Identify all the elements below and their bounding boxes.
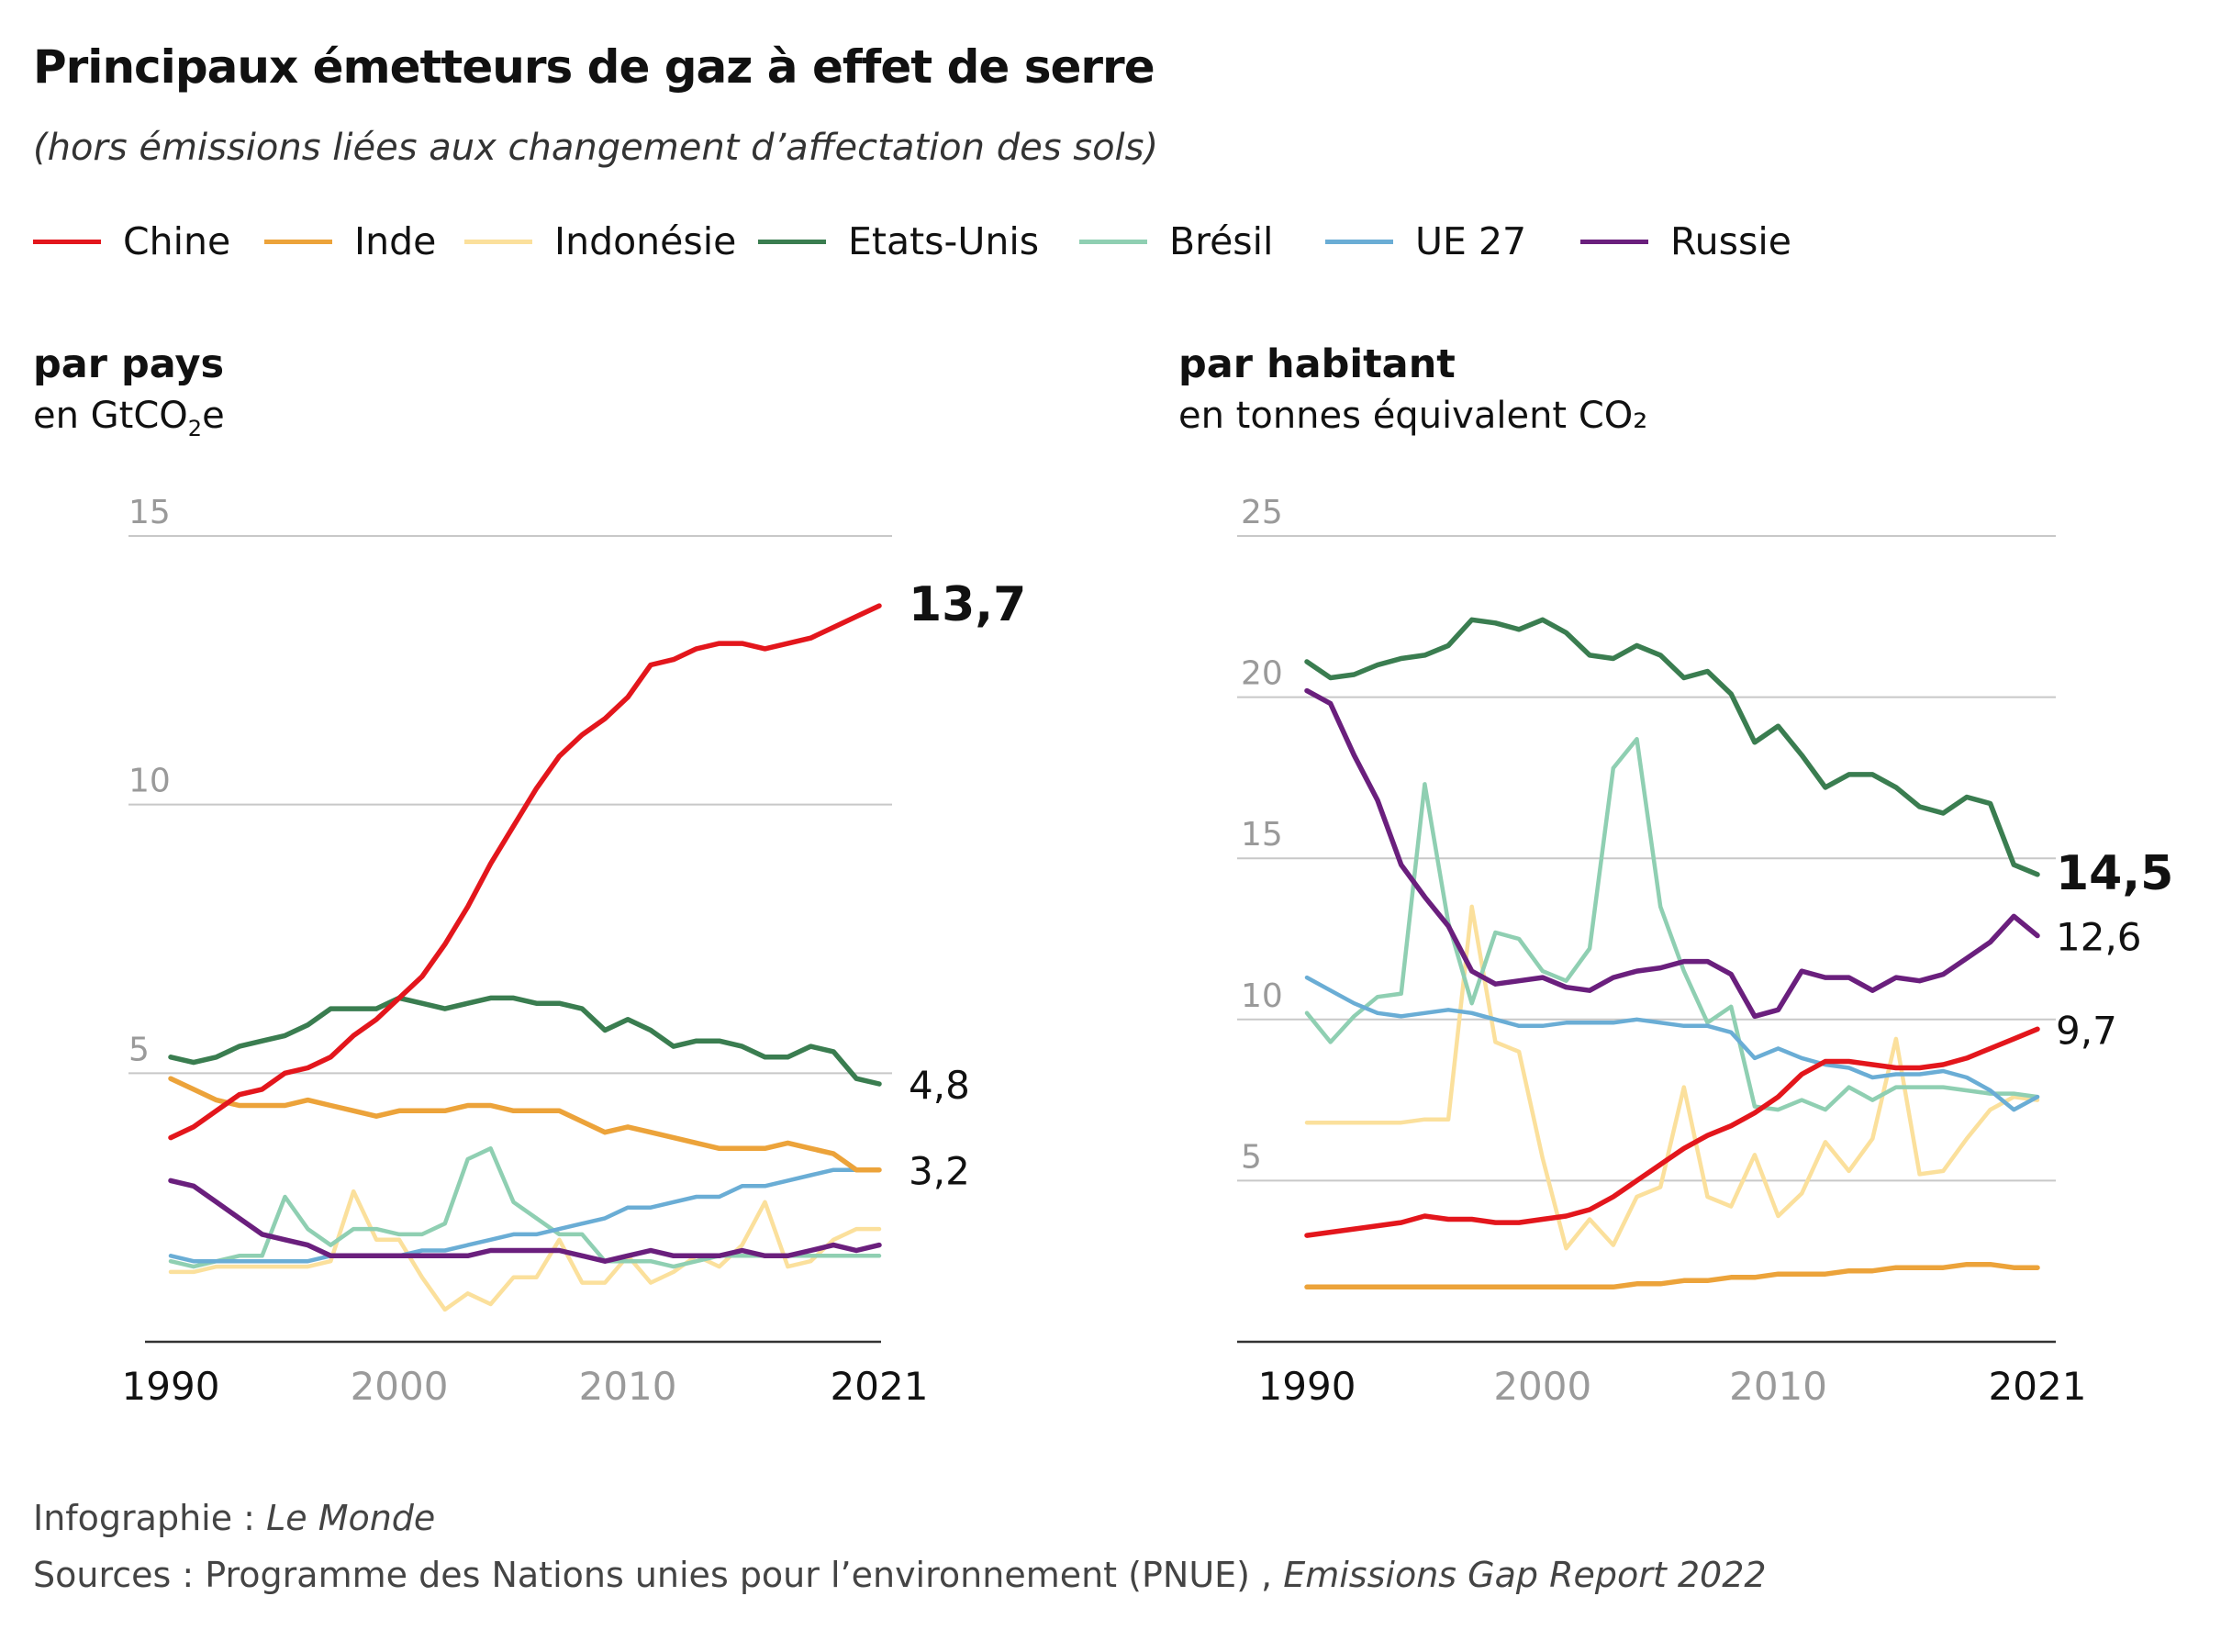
right-end-label: 12,6 [2056, 914, 2142, 959]
legend: Chine Inde Indonésie Etats-Unis Brésil U… [33, 218, 1869, 264]
right-y-tick-label: 25 [1241, 494, 1283, 531]
right-x-tick-label: 2000 [1493, 1364, 1591, 1409]
legend-swatch [758, 239, 826, 244]
left-x-tick-label: 2021 [831, 1364, 929, 1409]
left-series-line-etats-unis [168, 995, 882, 1087]
right-y-tick-label: 5 [1241, 1138, 1262, 1176]
legend-item-indonesie: Indonésie [464, 218, 736, 264]
left-y-tick-label: 15 [128, 494, 171, 531]
left-x-tick-label: 2000 [351, 1364, 449, 1409]
right-y-tick-label: 20 [1241, 655, 1283, 693]
legend-swatch [1580, 239, 1648, 244]
right-x-tick-label: 1990 [1258, 1364, 1356, 1409]
legend-swatch [264, 239, 332, 244]
right-series-line-etats-unis [1304, 617, 2040, 877]
chart-title: Principaux émetteurs de gaz à effet de s… [33, 40, 1155, 94]
right-x-tick-label: 2010 [1729, 1364, 1827, 1409]
legend-swatch [33, 239, 101, 244]
left-series-line-indon-sie [168, 1189, 882, 1312]
legend-item-ue27: UE 27 [1325, 218, 1526, 264]
right-series-line-indon-sie [1304, 904, 2040, 1251]
legend-swatch [1079, 239, 1147, 244]
legend-item-inde: Inde [264, 218, 436, 264]
footer-credit: Infographie : Le Monde [33, 1498, 436, 1538]
right-end-label: 9,7 [2056, 1008, 2117, 1053]
legend-label: Etats-Unis [848, 219, 1040, 263]
left-series-line-chine [168, 603, 882, 1141]
right-series-line-br-sil [1304, 737, 2040, 1112]
left-y-tick-label: 10 [128, 763, 171, 800]
right-series-line-chine [1304, 1026, 2040, 1238]
legend-label: Chine [123, 219, 231, 263]
left-panel-title: par pays [33, 341, 225, 387]
legend-label: Inde [354, 219, 437, 263]
right-series-line-russie [1304, 687, 2040, 1020]
right-series-line-inde [1304, 1261, 2040, 1290]
right-end-label: 14,5 [2056, 846, 2173, 901]
legend-item-bresil: Brésil [1079, 218, 1273, 264]
legend-label: Indonésie [554, 219, 737, 263]
left-series-line-inde [168, 1076, 882, 1173]
left-panel-unit: en GtCO2e [33, 395, 225, 441]
left-end-label: 13,7 [909, 577, 1026, 632]
right-y-tick-label: 10 [1241, 977, 1283, 1015]
left-series-line-russie [168, 1178, 882, 1264]
left-y-tick-label: 5 [128, 1031, 150, 1068]
legend-item-chine: Chine [33, 218, 230, 264]
legend-swatch [464, 239, 532, 244]
left-end-label: 3,2 [909, 1149, 970, 1194]
right-x-tick-label: 2021 [1989, 1364, 2087, 1409]
left-x-tick-label: 2010 [579, 1364, 677, 1409]
legend-label: Russie [1670, 219, 1791, 263]
legend-item-russie: Russie [1580, 218, 1791, 264]
right-panel-unit: en tonnes équivalent CO₂ [1178, 395, 1648, 437]
legend-swatch [1325, 239, 1393, 244]
right-series-line-ue-27 [1304, 975, 2040, 1112]
legend-label: Brésil [1169, 219, 1274, 263]
left-end-label: 4,8 [909, 1063, 970, 1108]
left-x-tick-label: 1990 [122, 1364, 220, 1409]
legend-label: UE 27 [1415, 219, 1527, 263]
right-y-tick-label: 15 [1241, 816, 1283, 854]
chart-subtitle: (hors émissions liées aux changement d’a… [33, 127, 1159, 169]
right-panel-title: par habitant [1178, 341, 1456, 387]
legend-item-etats-unis: Etats-Unis [758, 218, 1039, 264]
footer-sources: Sources : Programme des Nations unies po… [33, 1555, 1767, 1595]
left-series-line-ue-27 [168, 1167, 882, 1264]
